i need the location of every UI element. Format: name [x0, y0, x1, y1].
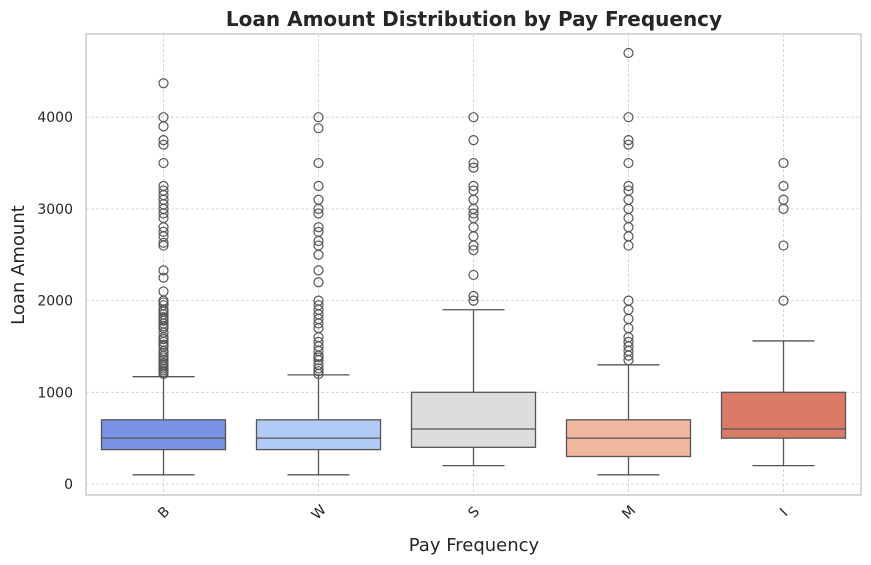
outlier-point	[158, 78, 169, 89]
outlier-point	[158, 339, 169, 350]
outlier-point	[468, 135, 479, 146]
x-tick-label: S	[465, 504, 483, 522]
outlier-point	[158, 357, 169, 369]
outlier-point	[623, 47, 634, 59]
outlier-point	[158, 312, 169, 323]
outlier-point	[468, 112, 479, 123]
outlier-point	[313, 265, 324, 276]
box-W	[255, 112, 382, 476]
y-axis-label: Loan Amount	[8, 205, 29, 325]
outlier-point	[158, 272, 169, 283]
box-M	[565, 47, 692, 476]
outlier-point	[158, 185, 169, 196]
box-B	[100, 78, 227, 476]
x-tick-label: B	[155, 504, 173, 522]
iqr-box	[720, 391, 847, 439]
outlier-point	[778, 194, 789, 205]
outlier-point	[313, 300, 324, 311]
x-tick-label: W	[309, 502, 330, 523]
outlier-point	[623, 336, 634, 347]
y-tick-label: 3000	[37, 202, 73, 218]
outlier-point	[313, 157, 324, 169]
x-tick-label: I	[777, 506, 791, 520]
outlier-point	[623, 135, 634, 146]
y-tick-label: 0	[64, 477, 73, 493]
outlier-point	[623, 112, 634, 123]
outlier-point	[468, 245, 479, 256]
y-tick-label: 2000	[37, 294, 73, 310]
outlier-point	[778, 295, 789, 306]
outlier-point	[778, 180, 789, 192]
outlier-point	[313, 226, 324, 237]
outlier-point	[623, 180, 634, 192]
outlier-point	[158, 286, 169, 297]
y-tick-label: 1000	[37, 385, 73, 401]
outlier-point	[158, 265, 169, 276]
outlier-point	[158, 237, 169, 248]
outlier-point	[778, 157, 789, 169]
outlier-point	[158, 139, 169, 150]
outlier-point	[313, 180, 324, 192]
outlier-point	[623, 139, 634, 150]
outlier-point	[313, 277, 324, 288]
outlier-point	[623, 295, 634, 306]
outlier-point	[313, 240, 324, 251]
outlier-point	[468, 269, 479, 281]
y-tick-label: 4000	[37, 110, 73, 126]
x-axis-label: Pay Frequency	[409, 535, 540, 556]
outlier-point	[468, 162, 479, 173]
outlier-point	[313, 222, 324, 233]
outlier-point	[158, 300, 169, 311]
outlier-point	[158, 180, 169, 192]
outlier-point	[468, 185, 479, 196]
outlier-point	[623, 185, 634, 196]
outlier-point	[313, 336, 324, 347]
outlier-point	[313, 123, 324, 134]
outlier-point	[158, 112, 169, 123]
chart-title: Loan Amount Distribution by Pay Frequenc…	[226, 7, 722, 31]
outlier-point	[313, 363, 324, 374]
outlier-point	[778, 240, 789, 251]
outlier-point	[158, 157, 169, 169]
outlier-point	[313, 366, 324, 377]
y-axis-ticks: 0 1000 2000 3000 4000	[37, 110, 73, 493]
outlier-point	[313, 112, 324, 123]
x-tick-label: M	[619, 503, 639, 523]
box-I	[720, 157, 847, 467]
outlier-point	[468, 290, 479, 302]
outlier-point	[468, 157, 479, 169]
outlier-point	[468, 180, 479, 192]
outlier-point	[468, 295, 479, 306]
outlier-point	[313, 194, 324, 205]
outlier-point	[313, 208, 324, 219]
iqr-box	[100, 419, 227, 451]
iqr-box	[255, 419, 382, 451]
outlier-point	[158, 135, 169, 146]
box-plots	[100, 47, 847, 476]
outlier-point	[313, 295, 324, 306]
outlier-point	[468, 208, 479, 219]
iqr-box	[410, 391, 537, 448]
outlier-point	[623, 157, 634, 169]
box-S	[410, 112, 537, 467]
outlier-point	[158, 226, 169, 237]
